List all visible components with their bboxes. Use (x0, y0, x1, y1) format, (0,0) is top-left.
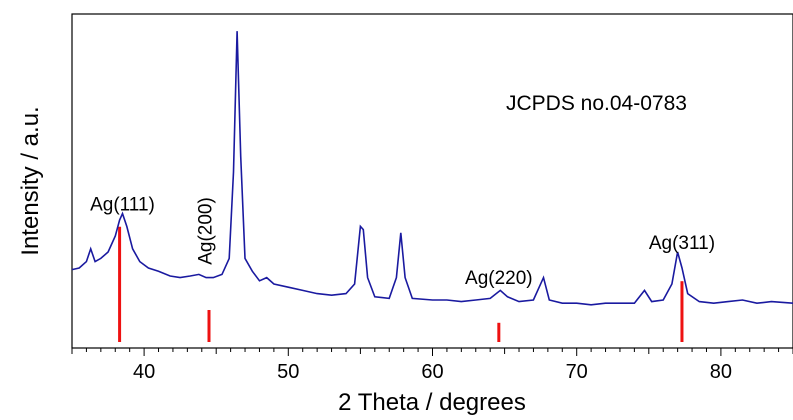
peak-label-2: Ag(200) (196, 197, 217, 265)
peak-annotations: Ag(111) Ag(200) Ag(220) Ag(311) (90, 194, 715, 289)
reference-lines (118, 226, 684, 342)
x-axis-title: 2 Theta / degrees (338, 389, 526, 416)
plot-frame (71, 13, 793, 349)
x-tick-label: 70 (566, 361, 588, 383)
x-tick-label: 80 (710, 361, 732, 383)
x-tick-label: 40 (133, 361, 155, 383)
peak-label-4: Ag(311) (649, 233, 715, 254)
x-tick-label: 60 (421, 361, 443, 383)
y-axis-title: Intensity / a.u. (17, 106, 44, 255)
x-axis-ticks: 40 50 60 70 80 (71, 348, 793, 383)
jcpds-note: JCPDS no.04-0783 (506, 92, 687, 115)
peak-label-1: Ag(111) (90, 194, 155, 215)
x-tick-label: 50 (277, 361, 299, 383)
series-line (71, 31, 793, 306)
peak-label-3: Ag(220) (465, 268, 533, 289)
